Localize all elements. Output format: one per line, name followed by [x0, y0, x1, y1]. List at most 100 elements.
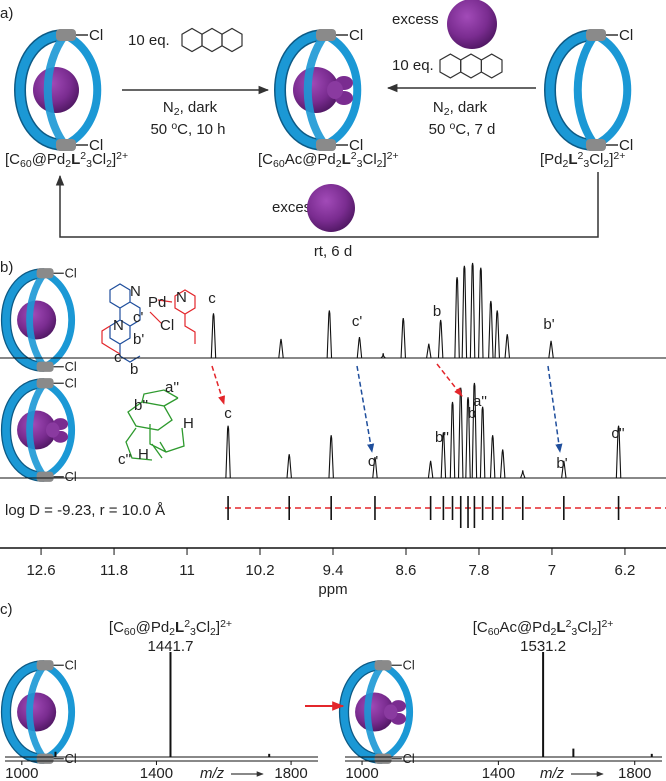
cage-arm — [42, 380, 76, 480]
cage-arm — [303, 32, 329, 148]
pd-cap — [36, 268, 54, 279]
label: N — [113, 317, 124, 334]
cage-arm — [380, 662, 414, 762]
formula-part: o — [449, 120, 455, 132]
cage-arm — [26, 663, 48, 761]
cl-label: Cl — [65, 376, 77, 391]
label: 12.6 — [26, 562, 55, 579]
label: N — [130, 283, 141, 300]
nmr-peak — [210, 313, 217, 359]
cage-arm — [2, 379, 45, 481]
label: 1000 — [5, 765, 38, 781]
formula-part: @Pd — [136, 619, 170, 636]
nmr-peak — [437, 319, 444, 359]
nmr-peak — [449, 401, 456, 479]
label: a'' — [165, 379, 179, 396]
nmr-peak — [326, 310, 333, 359]
nmr-peak — [440, 432, 447, 479]
label: 1400 — [140, 765, 173, 781]
formula: [C60Ac@Pd2L23Cl2]2+ — [473, 618, 614, 638]
formula-part: 60 — [124, 626, 136, 638]
formula-part: 3 — [86, 158, 92, 170]
arrow — [55, 172, 599, 238]
anthracene-ring — [460, 53, 482, 79]
cl-label: Cl — [349, 137, 363, 154]
formula-part: Cl — [196, 619, 210, 636]
formula-part: L — [556, 619, 565, 636]
label: 7 — [548, 562, 556, 579]
label: 1000 — [345, 765, 378, 781]
formula-part: 2+ — [387, 150, 399, 162]
cl-label: Cl — [65, 751, 77, 766]
label: b' — [556, 455, 567, 472]
structure — [149, 289, 196, 344]
nmr-peak — [286, 454, 292, 479]
cage: Cl Cl — [544, 27, 633, 154]
nmr-peak — [328, 435, 334, 479]
cage-arm — [63, 31, 102, 149]
formula-part: N — [433, 99, 444, 116]
cage-arm — [2, 269, 45, 371]
formula-part: , dark — [180, 99, 218, 116]
nmr-peak — [479, 406, 486, 479]
formula-part: C, 10 h — [177, 121, 225, 138]
shift-arrow — [547, 365, 563, 453]
nmr-peak — [426, 343, 432, 359]
formula-part: [Pd — [540, 151, 563, 168]
nmr-peak — [520, 470, 526, 479]
label: c' — [352, 313, 363, 330]
label: m/z — [200, 765, 225, 781]
cage-arm — [275, 30, 326, 150]
label: 1441.7 — [148, 638, 194, 655]
label: log D = -9.23, r = 10.0 Å — [5, 502, 165, 519]
formula-part: ] — [112, 151, 116, 168]
formula-part: 50 — [429, 121, 450, 138]
nmr-peak — [278, 338, 284, 359]
formula-part: L — [342, 151, 351, 168]
anthracene-ring — [221, 27, 243, 53]
structure — [101, 325, 121, 355]
shift-arrow — [436, 363, 463, 397]
nmr-peak — [454, 277, 460, 359]
cage: Cl Cl — [0, 658, 77, 766]
nmr-peak — [615, 425, 622, 479]
formula-part: Cl — [92, 151, 106, 168]
label: c — [224, 405, 232, 422]
formula-part: L — [175, 619, 184, 636]
nmr-peak — [478, 267, 484, 359]
cage-arm — [323, 31, 362, 149]
nmr-peak — [380, 353, 386, 359]
formula-part: L — [71, 151, 80, 168]
cl-label: Cl — [89, 137, 103, 154]
formula-part: L — [568, 151, 577, 168]
formula-part: 3 — [583, 158, 589, 170]
cage-arm — [545, 30, 596, 150]
label: 11 — [179, 562, 195, 579]
nmr-peak — [561, 460, 567, 479]
label: b'' — [435, 429, 449, 446]
structure — [109, 283, 141, 363]
label: c — [208, 290, 216, 307]
pd-cap — [56, 29, 76, 41]
formula-part: 2+ — [116, 150, 128, 162]
pd-cap — [36, 753, 54, 764]
cage-arm — [26, 381, 48, 479]
nmr-peak — [471, 382, 478, 479]
label: 10 eq. — [128, 32, 170, 49]
formula-part: 3 — [190, 626, 196, 638]
formula-part: , dark — [450, 99, 488, 116]
formula-part: 2 — [65, 158, 71, 170]
pd-cap — [316, 139, 336, 151]
anthracene-ring — [181, 27, 203, 53]
formula-part: Ac@Pd — [285, 151, 336, 168]
label: a'' — [473, 393, 487, 410]
cage-arm — [2, 661, 45, 763]
formula: [C60Ac@Pd2L23Cl2]2+ — [258, 150, 399, 170]
formula-part: 2 — [210, 626, 216, 638]
cage-arm — [364, 663, 386, 761]
formula-part: 2 — [351, 150, 357, 162]
cage-arm — [43, 32, 69, 148]
label: rt, 6 d — [314, 243, 352, 260]
fullerene — [307, 184, 355, 232]
anthracene-ring — [439, 53, 462, 79]
